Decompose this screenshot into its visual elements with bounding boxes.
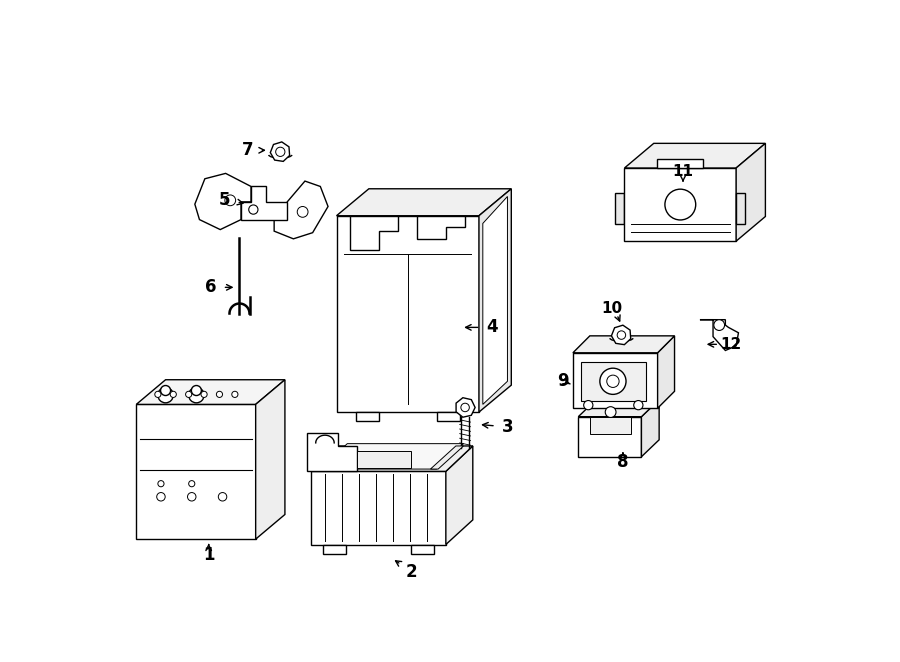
Text: 3: 3	[501, 418, 513, 436]
Text: 1: 1	[202, 546, 214, 564]
Circle shape	[155, 391, 161, 397]
Text: 10: 10	[601, 301, 622, 316]
Polygon shape	[446, 446, 472, 545]
Polygon shape	[270, 142, 290, 162]
Polygon shape	[322, 545, 346, 553]
Text: 7: 7	[241, 141, 253, 160]
Circle shape	[157, 493, 166, 501]
Text: 12: 12	[720, 337, 742, 352]
Polygon shape	[573, 336, 674, 353]
Circle shape	[216, 391, 222, 397]
Circle shape	[185, 391, 192, 397]
Polygon shape	[430, 446, 464, 469]
Circle shape	[225, 195, 236, 206]
Polygon shape	[573, 353, 658, 408]
Polygon shape	[736, 144, 765, 241]
Polygon shape	[241, 187, 287, 220]
Polygon shape	[418, 216, 465, 239]
Polygon shape	[736, 193, 745, 224]
Polygon shape	[580, 362, 646, 401]
Polygon shape	[436, 412, 460, 421]
Polygon shape	[456, 398, 475, 417]
Polygon shape	[274, 181, 328, 239]
Circle shape	[160, 385, 171, 395]
Polygon shape	[136, 380, 285, 404]
Circle shape	[634, 401, 643, 410]
Polygon shape	[320, 444, 464, 469]
Circle shape	[607, 375, 619, 387]
Circle shape	[201, 391, 207, 397]
Polygon shape	[307, 433, 357, 471]
Text: 8: 8	[617, 453, 629, 471]
Polygon shape	[311, 446, 472, 471]
Circle shape	[189, 481, 194, 487]
Circle shape	[232, 391, 238, 397]
Polygon shape	[625, 168, 736, 241]
Circle shape	[714, 320, 724, 330]
Circle shape	[605, 406, 616, 418]
Text: 5: 5	[219, 191, 230, 209]
Polygon shape	[642, 400, 659, 457]
Text: 4: 4	[486, 318, 498, 336]
Polygon shape	[625, 144, 765, 168]
Polygon shape	[479, 189, 511, 412]
Circle shape	[275, 147, 285, 156]
Circle shape	[248, 205, 258, 214]
Polygon shape	[256, 380, 285, 539]
Circle shape	[192, 385, 202, 395]
Circle shape	[189, 387, 204, 403]
Polygon shape	[482, 197, 508, 404]
Polygon shape	[337, 216, 479, 412]
Polygon shape	[357, 451, 411, 467]
Polygon shape	[337, 189, 511, 216]
Circle shape	[158, 481, 164, 487]
Circle shape	[599, 368, 626, 395]
Circle shape	[461, 403, 469, 412]
Polygon shape	[590, 416, 631, 434]
Polygon shape	[350, 216, 398, 250]
Text: 2: 2	[405, 563, 417, 581]
Text: 6: 6	[205, 278, 217, 297]
Text: 11: 11	[672, 164, 694, 179]
Circle shape	[219, 493, 227, 501]
Circle shape	[385, 453, 399, 467]
Text: 9: 9	[557, 372, 569, 391]
Polygon shape	[658, 336, 674, 408]
Circle shape	[584, 401, 593, 410]
Circle shape	[665, 189, 696, 220]
Polygon shape	[311, 471, 446, 545]
Polygon shape	[356, 412, 379, 421]
Circle shape	[187, 493, 196, 501]
Circle shape	[617, 331, 626, 340]
Polygon shape	[411, 545, 435, 553]
Polygon shape	[579, 416, 642, 457]
Polygon shape	[136, 404, 256, 539]
Polygon shape	[616, 193, 625, 224]
Polygon shape	[611, 325, 631, 345]
Polygon shape	[194, 173, 251, 230]
Circle shape	[297, 207, 308, 217]
Circle shape	[158, 387, 174, 403]
Circle shape	[170, 391, 176, 397]
Polygon shape	[657, 159, 703, 168]
Polygon shape	[700, 320, 738, 350]
Polygon shape	[579, 400, 659, 416]
